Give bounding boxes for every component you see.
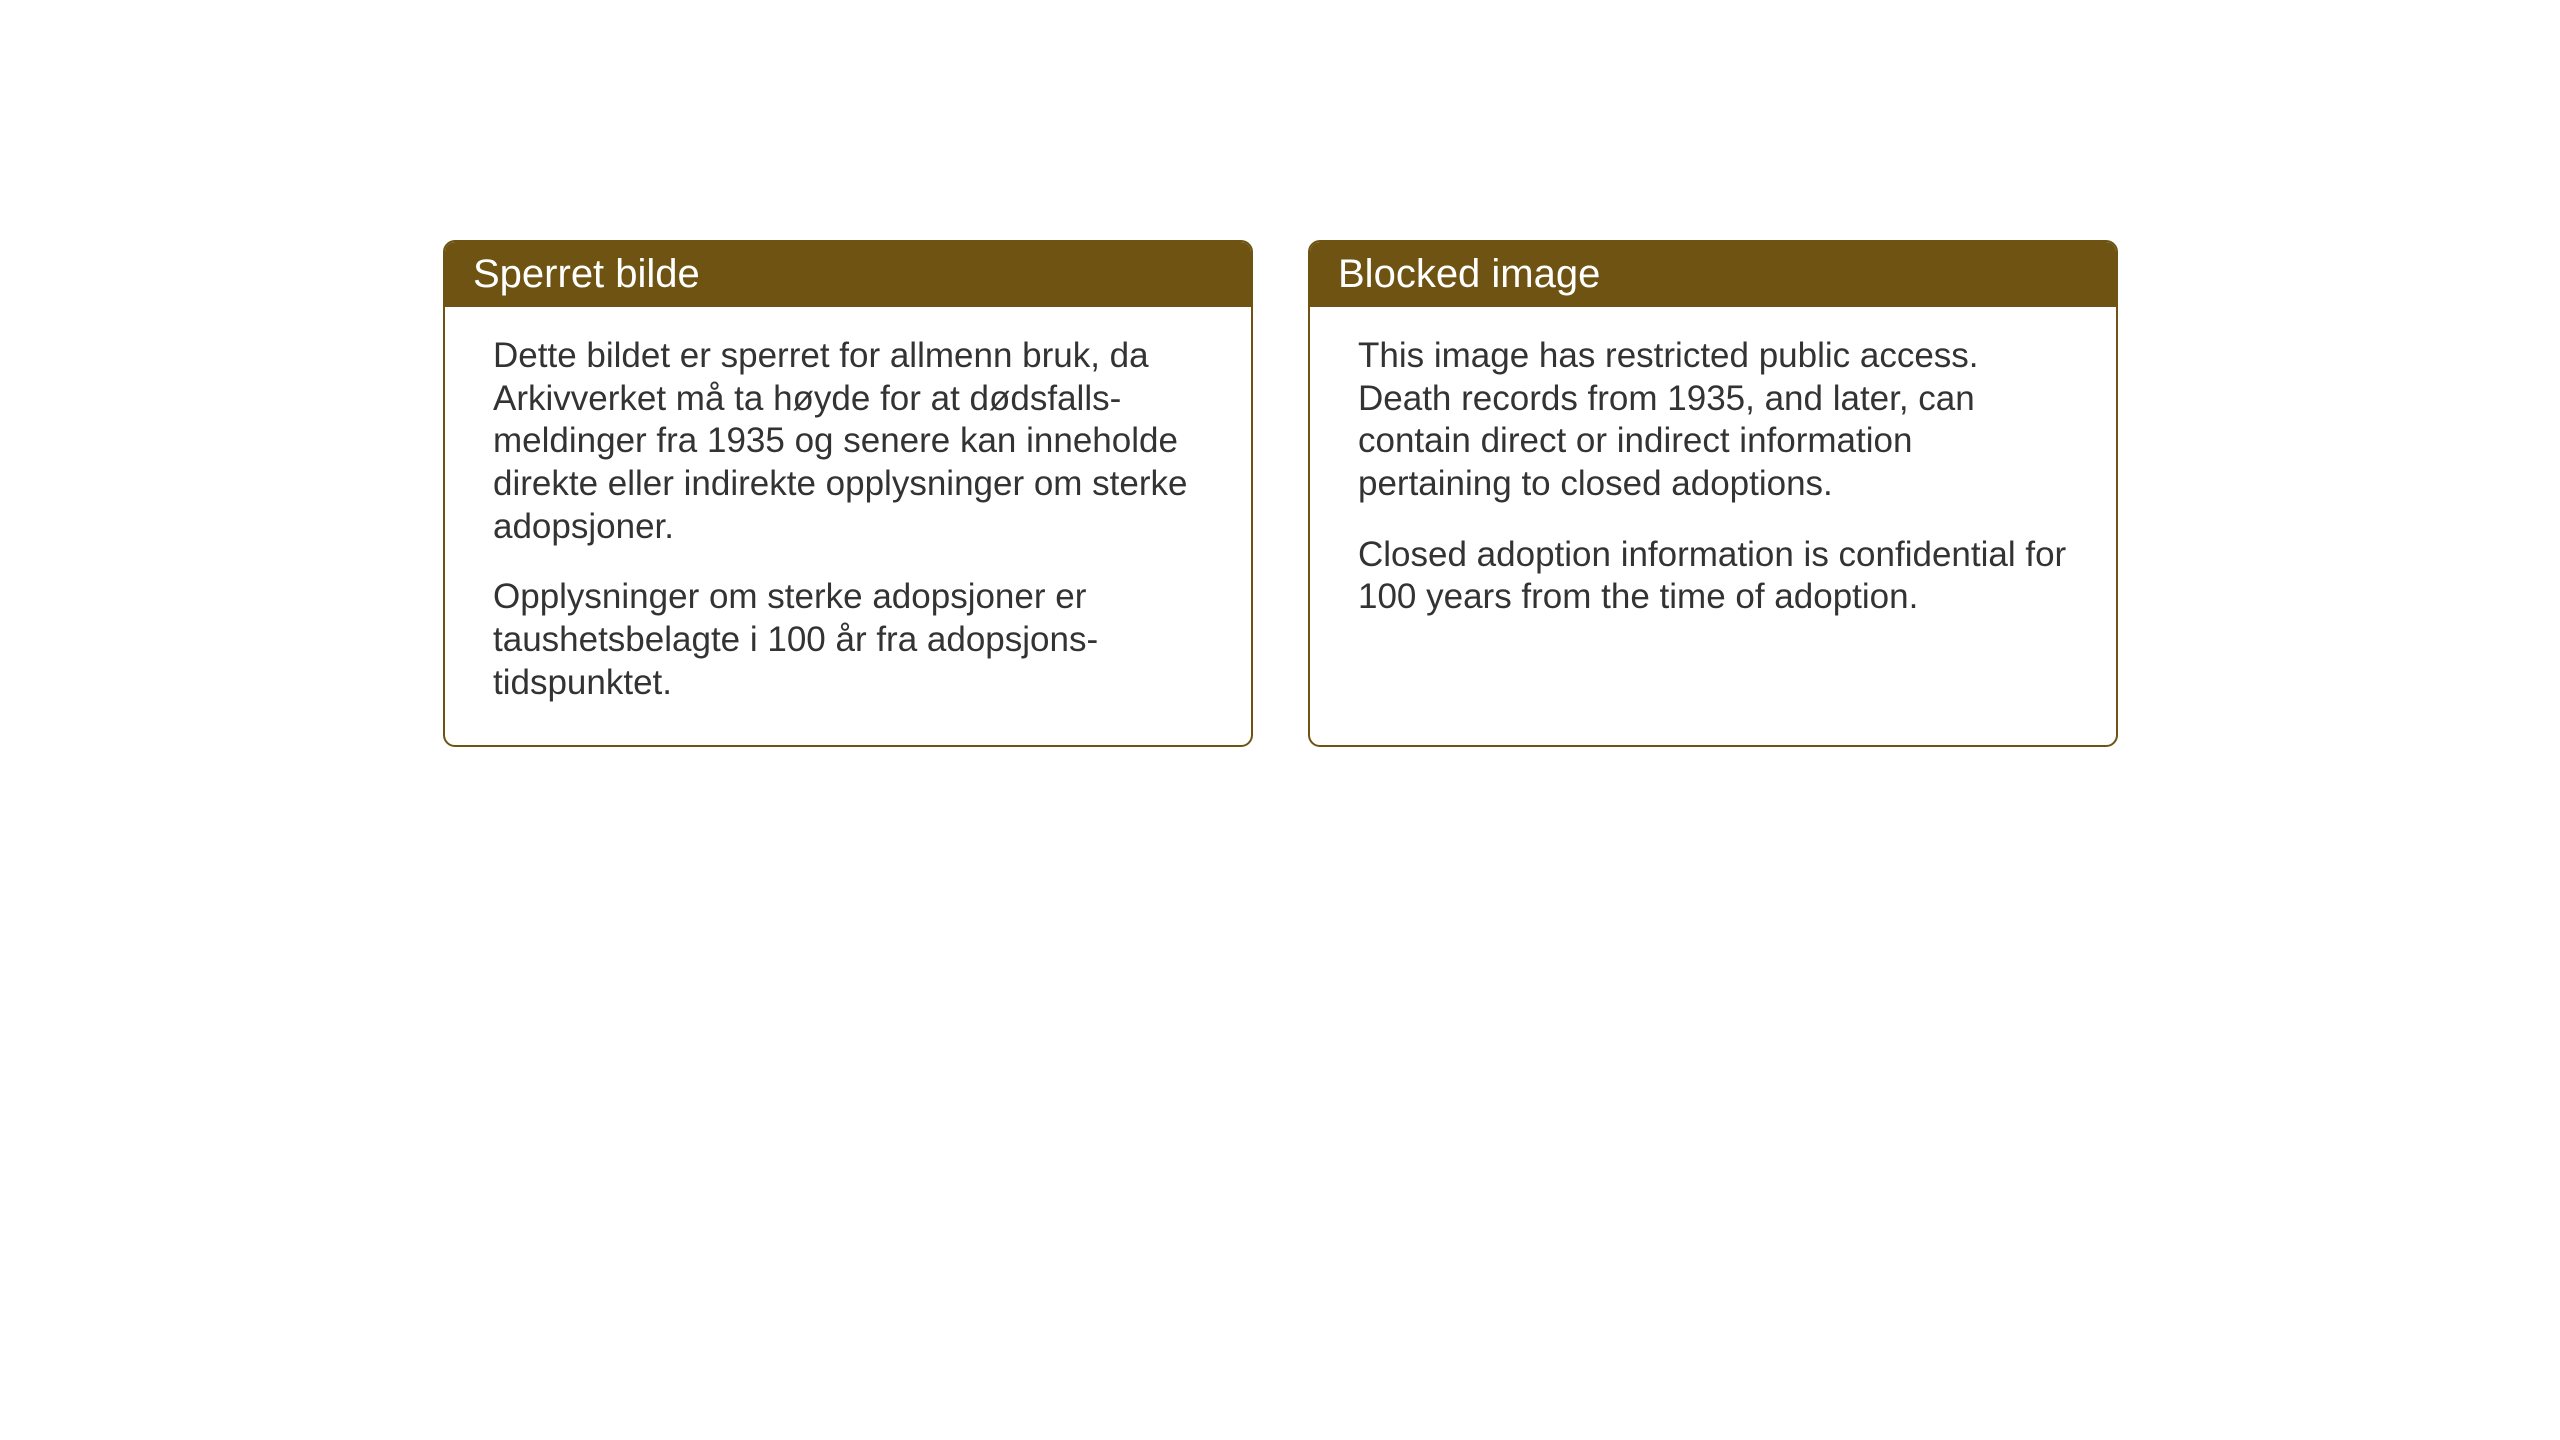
norwegian-paragraph-1: Dette bildet er sperret for allmenn bruk…: [493, 335, 1203, 548]
english-card-header: Blocked image: [1310, 242, 2116, 307]
notice-container: Sperret bilde Dette bildet er sperret fo…: [443, 240, 2118, 747]
norwegian-card: Sperret bilde Dette bildet er sperret fo…: [443, 240, 1253, 747]
norwegian-card-header: Sperret bilde: [445, 242, 1251, 307]
norwegian-card-title: Sperret bilde: [473, 252, 700, 296]
norwegian-card-body: Dette bildet er sperret for allmenn bruk…: [445, 307, 1251, 745]
english-paragraph-1: This image has restricted public access.…: [1358, 335, 2068, 506]
english-card-title: Blocked image: [1338, 252, 1600, 296]
english-paragraph-2: Closed adoption information is confident…: [1358, 534, 2068, 619]
english-card: Blocked image This image has restricted …: [1308, 240, 2118, 747]
english-card-body: This image has restricted public access.…: [1310, 307, 2116, 659]
norwegian-paragraph-2: Opplysninger om sterke adopsjoner er tau…: [493, 576, 1203, 704]
